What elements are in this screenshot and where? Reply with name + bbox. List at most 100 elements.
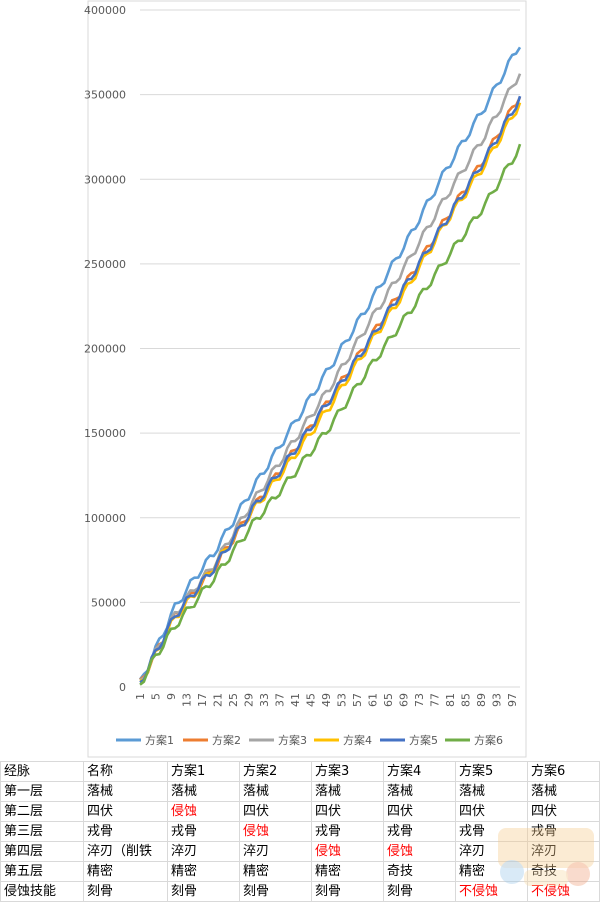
table-cell: 第一层 <box>0 781 84 802</box>
series-line-5 <box>139 95 522 684</box>
legend-label-5: 方案5 <box>409 733 438 747</box>
y-tick-label: 350000 <box>84 89 126 102</box>
y-tick-label: 0 <box>119 681 126 694</box>
x-tick-label: 45 <box>305 693 318 707</box>
table-cell: 侵蚀 <box>383 841 456 862</box>
table-cell: 四伏 <box>383 801 456 822</box>
table-cell: 侵蚀 <box>311 841 384 862</box>
y-tick-label: 300000 <box>84 173 126 186</box>
legend-label-3: 方案3 <box>278 733 307 747</box>
table-row: 第三层戎骨戎骨侵蚀戎骨戎骨戎骨戎骨 <box>0 821 600 842</box>
x-tick-label: 85 <box>460 693 473 707</box>
table-cell: 刻骨 <box>83 881 168 902</box>
table-cell: 第四层 <box>0 841 84 862</box>
legend-label-2: 方案2 <box>212 733 241 747</box>
table-cell: 刻骨 <box>239 881 312 902</box>
x-tick-label: 97 <box>506 693 519 707</box>
x-tick-label: 49 <box>320 693 333 707</box>
legend-label-1: 方案1 <box>145 733 174 747</box>
x-tick-label: 53 <box>336 693 349 707</box>
table-cell: 落械 <box>311 781 384 802</box>
y-axis-ticks: 0 50000 100000 150000 200000 250000 300000 3500… <box>84 4 126 694</box>
legend-label-6: 方案6 <box>474 733 503 747</box>
table-header-cell: 方案2 <box>239 761 312 782</box>
table-cell: 淬刃（削铁 <box>83 841 168 862</box>
table-header-row: 经脉 名称 方案1 方案2 方案3 方案4 方案5 方案6 <box>0 761 600 782</box>
table-cell: 不侵蚀 <box>527 881 600 902</box>
table-cell: 戎骨 <box>167 821 240 842</box>
table-row: 第二层 四伏 侵蚀 四伏 四伏 四伏 四伏 四伏 <box>0 801 600 822</box>
x-tick-label: 25 <box>227 693 240 707</box>
table-row: 第一层 落械 落械 落械 落械 落械 落械 落械 <box>0 781 600 802</box>
x-tick-label: 21 <box>212 693 225 707</box>
table-cell: 精密 <box>239 861 312 882</box>
y-tick-label: 150000 <box>84 427 126 440</box>
table-cell: 精密 <box>311 861 384 882</box>
table-cell: 精密 <box>83 861 168 882</box>
table-cell: 四伏 <box>311 801 384 822</box>
table-cell: 精密 <box>167 861 240 882</box>
x-tick-label: 9 <box>165 693 178 700</box>
table-cell: 侵蚀技能 <box>0 881 84 902</box>
table-cell: 落械 <box>167 781 240 802</box>
x-tick-label: 61 <box>367 693 380 707</box>
chart-area: 0 50000 100000 150000 200000 250000 300000 3500… <box>84 0 527 758</box>
legend: 方案1 方案2 方案3 方案4 方案5 方案6 <box>116 733 503 747</box>
x-tick-label: 13 <box>181 693 194 707</box>
x-tick-label: 37 <box>274 693 287 707</box>
x-tick-label: 69 <box>398 693 411 707</box>
table-cell: 刻骨 <box>311 881 384 902</box>
y-tick-label: 100000 <box>84 512 126 525</box>
table-cell: 落械 <box>83 781 168 802</box>
x-tick-label: 17 <box>196 693 209 707</box>
table-header-cell: 方案5 <box>455 761 528 782</box>
table-cell: 四伏 <box>239 801 312 822</box>
table-cell: 落械 <box>383 781 456 802</box>
table-cell: 侵蚀 <box>167 801 240 822</box>
table-cell: 戎骨 <box>83 821 168 842</box>
table-cell: 四伏 <box>83 801 168 822</box>
table-cell: 第二层 <box>0 801 84 822</box>
table-header-cell: 经脉 <box>0 761 84 782</box>
x-tick-label: 65 <box>382 693 395 707</box>
x-axis-ticks: 1 5 9 13 17 21 25 29 33 37 41 45 49 53 57 61 65 69 73 77 81 8… <box>134 693 519 707</box>
legend-label-4: 方案4 <box>343 733 372 747</box>
table-cell: 淬刃 <box>167 841 240 862</box>
table-cell: 戎骨 <box>311 821 384 842</box>
y-tick-label: 250000 <box>84 258 126 271</box>
table-cell: 落械 <box>239 781 312 802</box>
y-tick-label: 400000 <box>84 4 126 17</box>
table-cell: 落械 <box>527 781 600 802</box>
table-header-cell: 方案4 <box>383 761 456 782</box>
watermark-logo <box>498 828 594 886</box>
y-tick-label: 50000 <box>91 596 126 609</box>
table-cell: 不侵蚀 <box>455 881 528 902</box>
table-cell: 四伏 <box>527 801 600 822</box>
series-line-3 <box>139 73 522 682</box>
table-cell: 淬刃 <box>527 841 600 862</box>
table-cell: 侵蚀 <box>239 821 312 842</box>
x-tick-label: 89 <box>475 693 488 707</box>
x-tick-label: 93 <box>491 693 504 707</box>
table-cell: 第五层 <box>0 861 84 882</box>
table-header-cell: 方案3 <box>311 761 384 782</box>
series-line-6 <box>139 143 522 686</box>
x-tick-label: 29 <box>243 693 256 707</box>
table-cell: 落械 <box>455 781 528 802</box>
series-line-1 <box>138 46 522 681</box>
x-tick-label: 33 <box>258 693 271 707</box>
table-cell: 四伏 <box>455 801 528 822</box>
x-tick-label: 5 <box>150 693 163 700</box>
x-tick-label: 81 <box>444 693 457 707</box>
series-lines <box>138 46 522 686</box>
table-header-cell: 名称 <box>83 761 168 782</box>
table-cell: 淬刃 <box>239 841 312 862</box>
x-tick-label: 1 <box>134 693 147 700</box>
gridlines <box>140 9 520 603</box>
y-tick-label: 200000 <box>84 343 126 356</box>
x-tick-label: 73 <box>413 693 426 707</box>
x-tick-label: 57 <box>351 693 364 707</box>
table-cell: 奇技 <box>383 861 456 882</box>
table-header-cell: 方案6 <box>527 761 600 782</box>
table-header-cell: 方案1 <box>167 761 240 782</box>
